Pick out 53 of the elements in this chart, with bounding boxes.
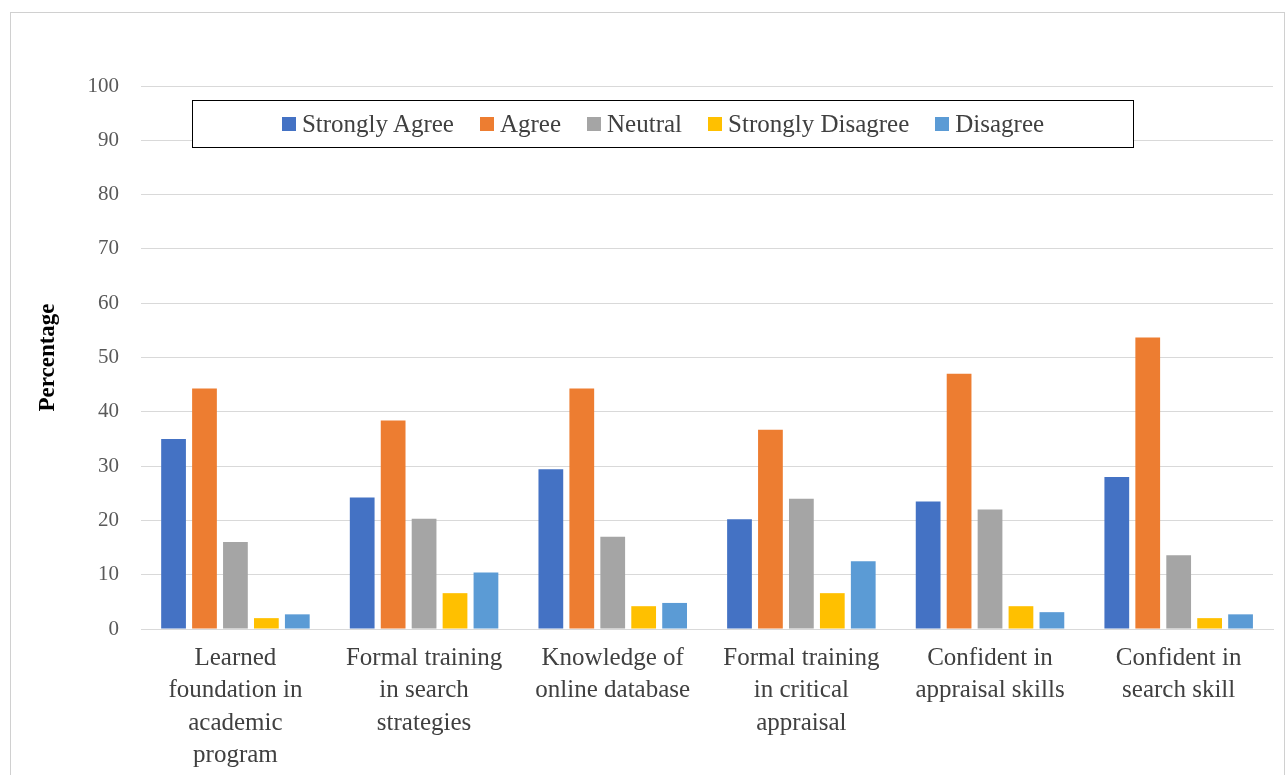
y-tick-label: 30 bbox=[98, 452, 120, 477]
y-tick-label: 40 bbox=[98, 398, 120, 423]
bar bbox=[1197, 618, 1222, 629]
bar bbox=[758, 429, 783, 629]
y-tick-label: 50 bbox=[98, 344, 120, 369]
bar bbox=[192, 388, 217, 629]
bar bbox=[253, 618, 279, 629]
y-tick-label: 0 bbox=[108, 615, 120, 640]
bar bbox=[819, 593, 845, 629]
legend-label: Agree bbox=[499, 110, 562, 138]
bar bbox=[662, 602, 687, 629]
y-tick-label: 90 bbox=[98, 126, 120, 151]
bar bbox=[789, 498, 814, 629]
bar bbox=[1228, 614, 1253, 629]
bar bbox=[600, 536, 626, 629]
bar bbox=[569, 388, 595, 629]
bar bbox=[727, 519, 752, 629]
y-tick-label: 100 bbox=[87, 72, 120, 97]
y-tick-label: 80 bbox=[98, 181, 120, 206]
bar bbox=[850, 561, 876, 629]
y-tick-label: 60 bbox=[98, 289, 120, 314]
legend-label: Strongly Disagree bbox=[728, 110, 910, 138]
bar bbox=[442, 593, 468, 629]
x-tick-label: Formal training in search strategies bbox=[345, 642, 503, 735]
y-tick-label: 10 bbox=[98, 561, 120, 586]
bar bbox=[473, 572, 499, 629]
bar bbox=[1135, 337, 1161, 629]
bar bbox=[631, 606, 657, 629]
bar bbox=[223, 542, 248, 629]
bar bbox=[915, 501, 941, 629]
y-tick-label: 20 bbox=[98, 506, 120, 531]
legend-label: Neutral bbox=[607, 110, 683, 138]
bar bbox=[284, 614, 310, 629]
legend-label: Disagree bbox=[955, 110, 1045, 138]
bar bbox=[411, 518, 437, 629]
bar bbox=[1008, 606, 1034, 629]
bar bbox=[1166, 555, 1192, 629]
legend-label: Strongly Agree bbox=[301, 110, 454, 138]
bar bbox=[380, 420, 406, 629]
x-tick-label: Confident in search skill bbox=[1115, 642, 1243, 703]
y-axis-title: Percentage bbox=[33, 303, 59, 412]
x-tick-label: Learned foundation in academic program bbox=[168, 642, 303, 768]
x-tick-label: Formal training in critical appraisal bbox=[723, 642, 880, 735]
bar bbox=[161, 438, 186, 629]
bar bbox=[349, 497, 375, 629]
x-tick-label: Confident in appraisal skills bbox=[915, 642, 1065, 703]
bar bbox=[946, 373, 972, 629]
bar bbox=[538, 469, 564, 629]
y-tick-label: 70 bbox=[98, 235, 120, 260]
x-tick-label: Knowledge of online database bbox=[535, 642, 691, 703]
bar bbox=[1039, 612, 1065, 629]
bar bbox=[977, 509, 1003, 629]
bar bbox=[1104, 476, 1130, 629]
